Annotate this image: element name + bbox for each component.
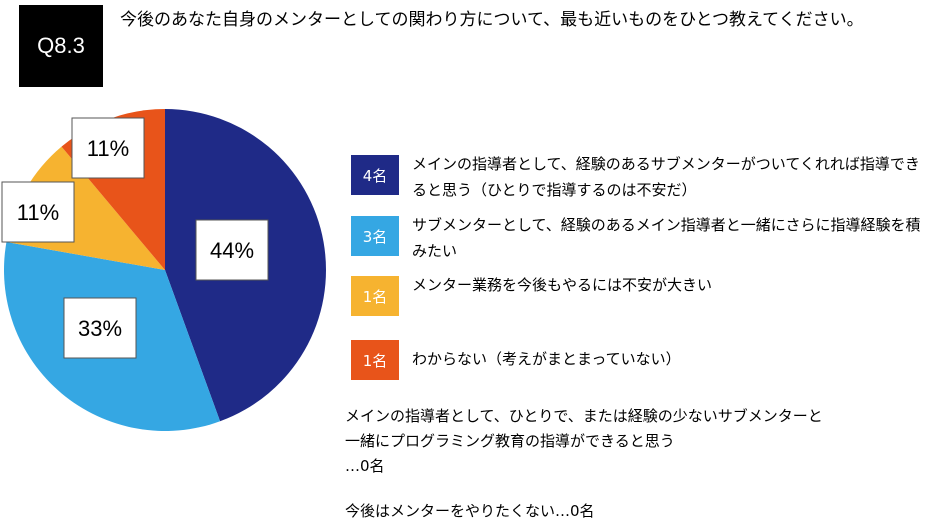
legend-label-4: わからない（考えがまとまっていない）	[412, 350, 681, 368]
data-label-1: 44%	[195, 219, 269, 281]
legend-swatch-4: 1名	[351, 340, 399, 380]
legend-label-3: メンター業務を今後もやるには不安が大きい	[412, 276, 713, 294]
data-label-2: 33%	[63, 297, 137, 359]
legend-item-1: 4名 メインの指導者として、経験のあるサブメンターがついてくれれば指導できると思…	[351, 155, 932, 203]
pie-chart: 44% 33% 11% 11%	[1, 109, 326, 431]
svg-text:44%: 44%	[210, 238, 254, 263]
legend-label-2: サブメンターとして、経験のあるメイン指導者と一緒にさらに指導経験を積みたい	[412, 216, 921, 260]
svg-text:11%: 11%	[17, 200, 59, 225]
legend-swatch-1: 4名	[351, 155, 399, 195]
svg-text:11%: 11%	[87, 136, 129, 161]
question-badge: Q8.3	[19, 5, 103, 87]
question-text: 今後のあなた自身のメンターとしての関わり方について、最も近いものをひとつ教えてく…	[120, 10, 864, 30]
note-line-3: …0名	[345, 457, 385, 475]
legend-item-2: 3名 サブメンターとして、経験のあるメイン指導者と一緒にさらに指導経験を積みたい	[351, 216, 932, 264]
legend-item-4: 1名 わからない（考えがまとまっていない）	[351, 340, 932, 380]
note-line-4: 今後はメンターをやりたくない…0名	[345, 502, 595, 520]
legend-label-1: メインの指導者として、経験のあるサブメンターがついてくれれば指導できると思う（ひ…	[412, 155, 920, 199]
svg-text:33%: 33%	[78, 316, 122, 341]
legend-swatch-2: 3名	[351, 216, 399, 256]
data-label-3: 11%	[1, 181, 75, 243]
note-line-1: メインの指導者として、ひとりで、または経験の少ないサブメンターと	[345, 407, 823, 425]
legend-swatch-3: 1名	[351, 276, 399, 316]
legend-item-3: 1名 メンター業務を今後もやるには不安が大きい	[351, 276, 932, 316]
data-label-4: 11%	[71, 117, 145, 179]
note-line-2: 一緒にプログラミング教育の指導ができると思う	[345, 432, 675, 450]
